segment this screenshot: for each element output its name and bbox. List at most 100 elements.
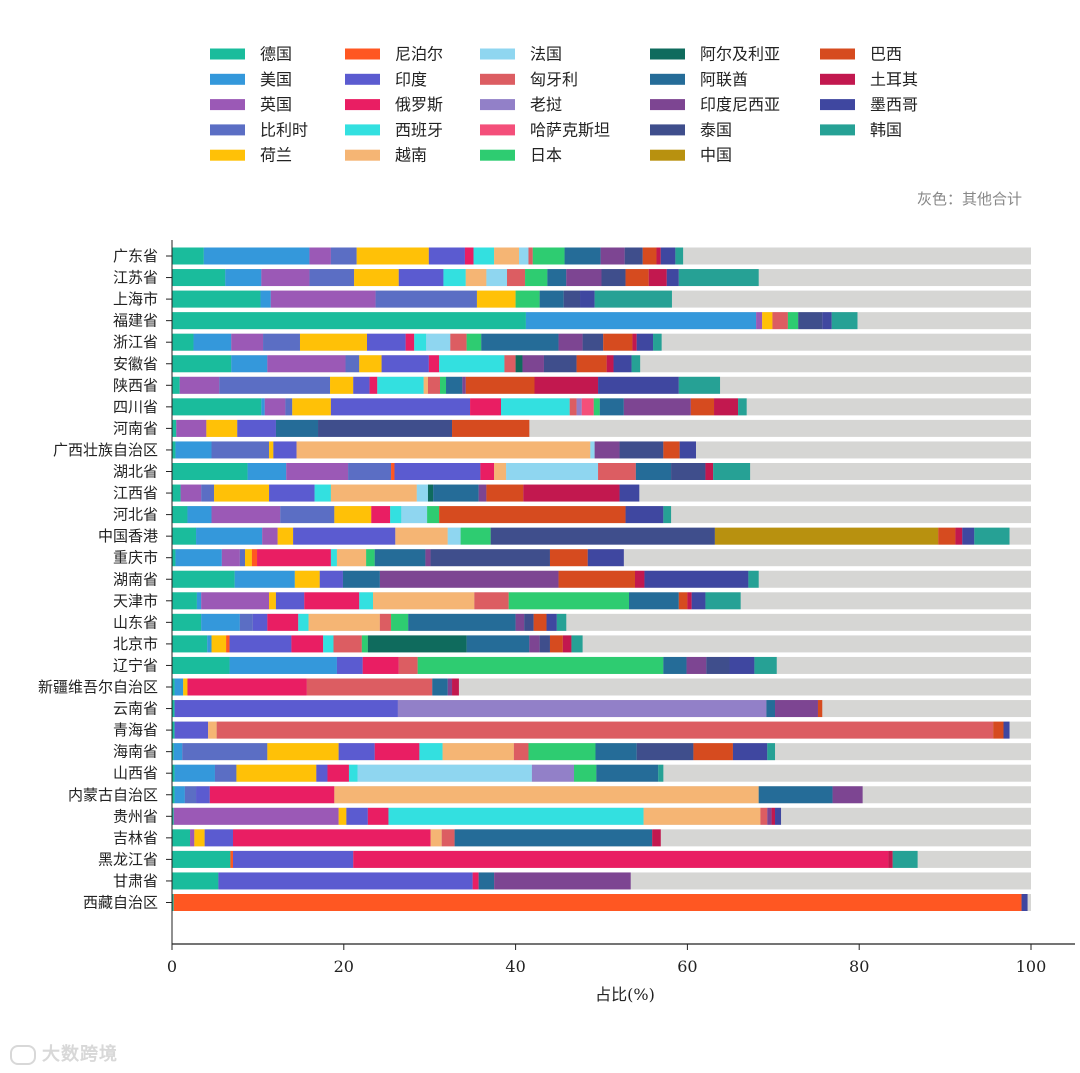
legend-swatch: [480, 99, 515, 111]
x-tick-label: 60: [677, 957, 697, 976]
bar-segment: [367, 635, 467, 653]
legend-label: 印度尼西亚: [700, 95, 780, 114]
bar-segment: [231, 333, 264, 351]
bar-segment: [440, 376, 447, 394]
bar-segment: [419, 743, 443, 761]
bar-segment: [523, 484, 620, 502]
bar-segment: [594, 290, 672, 308]
bar-segment: [414, 333, 427, 351]
bar-segment: [230, 850, 233, 868]
bar-segment: [515, 290, 540, 308]
bar-segment: [359, 355, 382, 373]
bar-segment: [522, 355, 544, 373]
bar-segment: [353, 376, 370, 394]
bar-segment: [594, 441, 620, 459]
bar-segment: [334, 506, 372, 524]
legend-label: 韩国: [870, 120, 902, 139]
bar-segment: [180, 484, 202, 502]
bar-segment: [478, 484, 487, 502]
bar-segment: [587, 549, 624, 567]
y-tick-label: 湖南省: [113, 570, 158, 588]
legend-swatch: [820, 99, 855, 111]
bar-segment: [201, 484, 215, 502]
bar-segment: [216, 721, 994, 739]
bar-segment: [423, 376, 428, 394]
bar-segment: [408, 613, 516, 631]
bar-segment: [269, 592, 276, 610]
bar-segment: [428, 355, 440, 373]
bar-segment: [204, 829, 233, 847]
bar-segment: [686, 656, 707, 674]
watermark-logo: 大数跨境: [10, 1040, 118, 1066]
bar-segment: [596, 764, 659, 782]
bar-segment: [462, 376, 466, 394]
bar-segment: [430, 549, 550, 567]
bar-segment: [219, 376, 331, 394]
bar-segment: [182, 743, 268, 761]
bar-segment: [172, 700, 175, 718]
bar-segment: [494, 463, 507, 480]
bar-segment: [251, 549, 258, 567]
bar-segment: [211, 506, 281, 524]
bar-segment: [464, 247, 474, 265]
bar-segment: [207, 635, 212, 653]
bar-segment: [318, 419, 453, 437]
bar-segment: [291, 635, 324, 653]
bar-segment: [524, 613, 534, 631]
bar-segment: [974, 527, 1010, 545]
bar-segment: [401, 506, 428, 524]
bar-segment: [174, 678, 184, 696]
x-tick-label: 40: [505, 957, 525, 976]
bar-segment: [299, 333, 367, 351]
bar-segment: [687, 592, 692, 610]
legend-label: 阿尔及利亚: [700, 45, 780, 64]
bar-segment: [631, 355, 641, 373]
y-tick-label: 山西省: [113, 764, 158, 782]
bar-segment: [172, 721, 175, 739]
bar-segment: [394, 463, 481, 480]
bar-segment: [173, 894, 1022, 911]
bar-segment: [330, 376, 354, 394]
bar-segment: [327, 764, 349, 782]
bar-segment: [643, 807, 761, 825]
y-tick-label: 西藏自治区: [83, 894, 158, 912]
bar-segment: [465, 269, 487, 287]
bar-segment: [267, 613, 299, 631]
bar-segment: [369, 376, 378, 394]
y-tick-label: 山东省: [113, 613, 158, 631]
bar-segment: [529, 635, 540, 653]
bar-segment: [397, 700, 767, 718]
bar-segment: [832, 786, 863, 804]
legend-label: 日本: [530, 146, 562, 165]
bar-segment: [678, 376, 721, 394]
bar-segment: [221, 549, 240, 567]
bar-segment: [478, 872, 495, 890]
bar-segment: [625, 506, 664, 524]
bar-segment: [619, 441, 664, 459]
bar-segment: [678, 592, 688, 610]
bar-segment: [247, 463, 287, 480]
bar-segment: [172, 398, 262, 416]
bar-segment: [447, 678, 453, 696]
bar-segment: [309, 269, 355, 287]
bar-segment: [624, 247, 643, 265]
bar-segment: [470, 398, 501, 416]
legend-label: 俄罗斯: [395, 95, 443, 114]
bar-segment: [239, 549, 246, 567]
y-tick-label: 天津市: [113, 592, 158, 610]
bar-segment: [306, 678, 433, 696]
bar-segment: [771, 807, 776, 825]
y-tick-label: 吉林省: [113, 829, 158, 847]
bar-segment: [558, 333, 583, 351]
bar-segment: [473, 247, 495, 265]
legend-swatch: [345, 99, 380, 111]
bar-segment: [636, 333, 654, 351]
bar-segment: [172, 743, 174, 761]
bar-segment: [466, 333, 482, 351]
y-tick-label: 浙江省: [113, 333, 158, 351]
bar-segment: [239, 613, 253, 631]
bar-segment: [938, 527, 956, 545]
bar-segment: [543, 355, 577, 373]
bar-segment: [798, 312, 823, 330]
y-tick-label: 甘肃省: [113, 872, 158, 890]
